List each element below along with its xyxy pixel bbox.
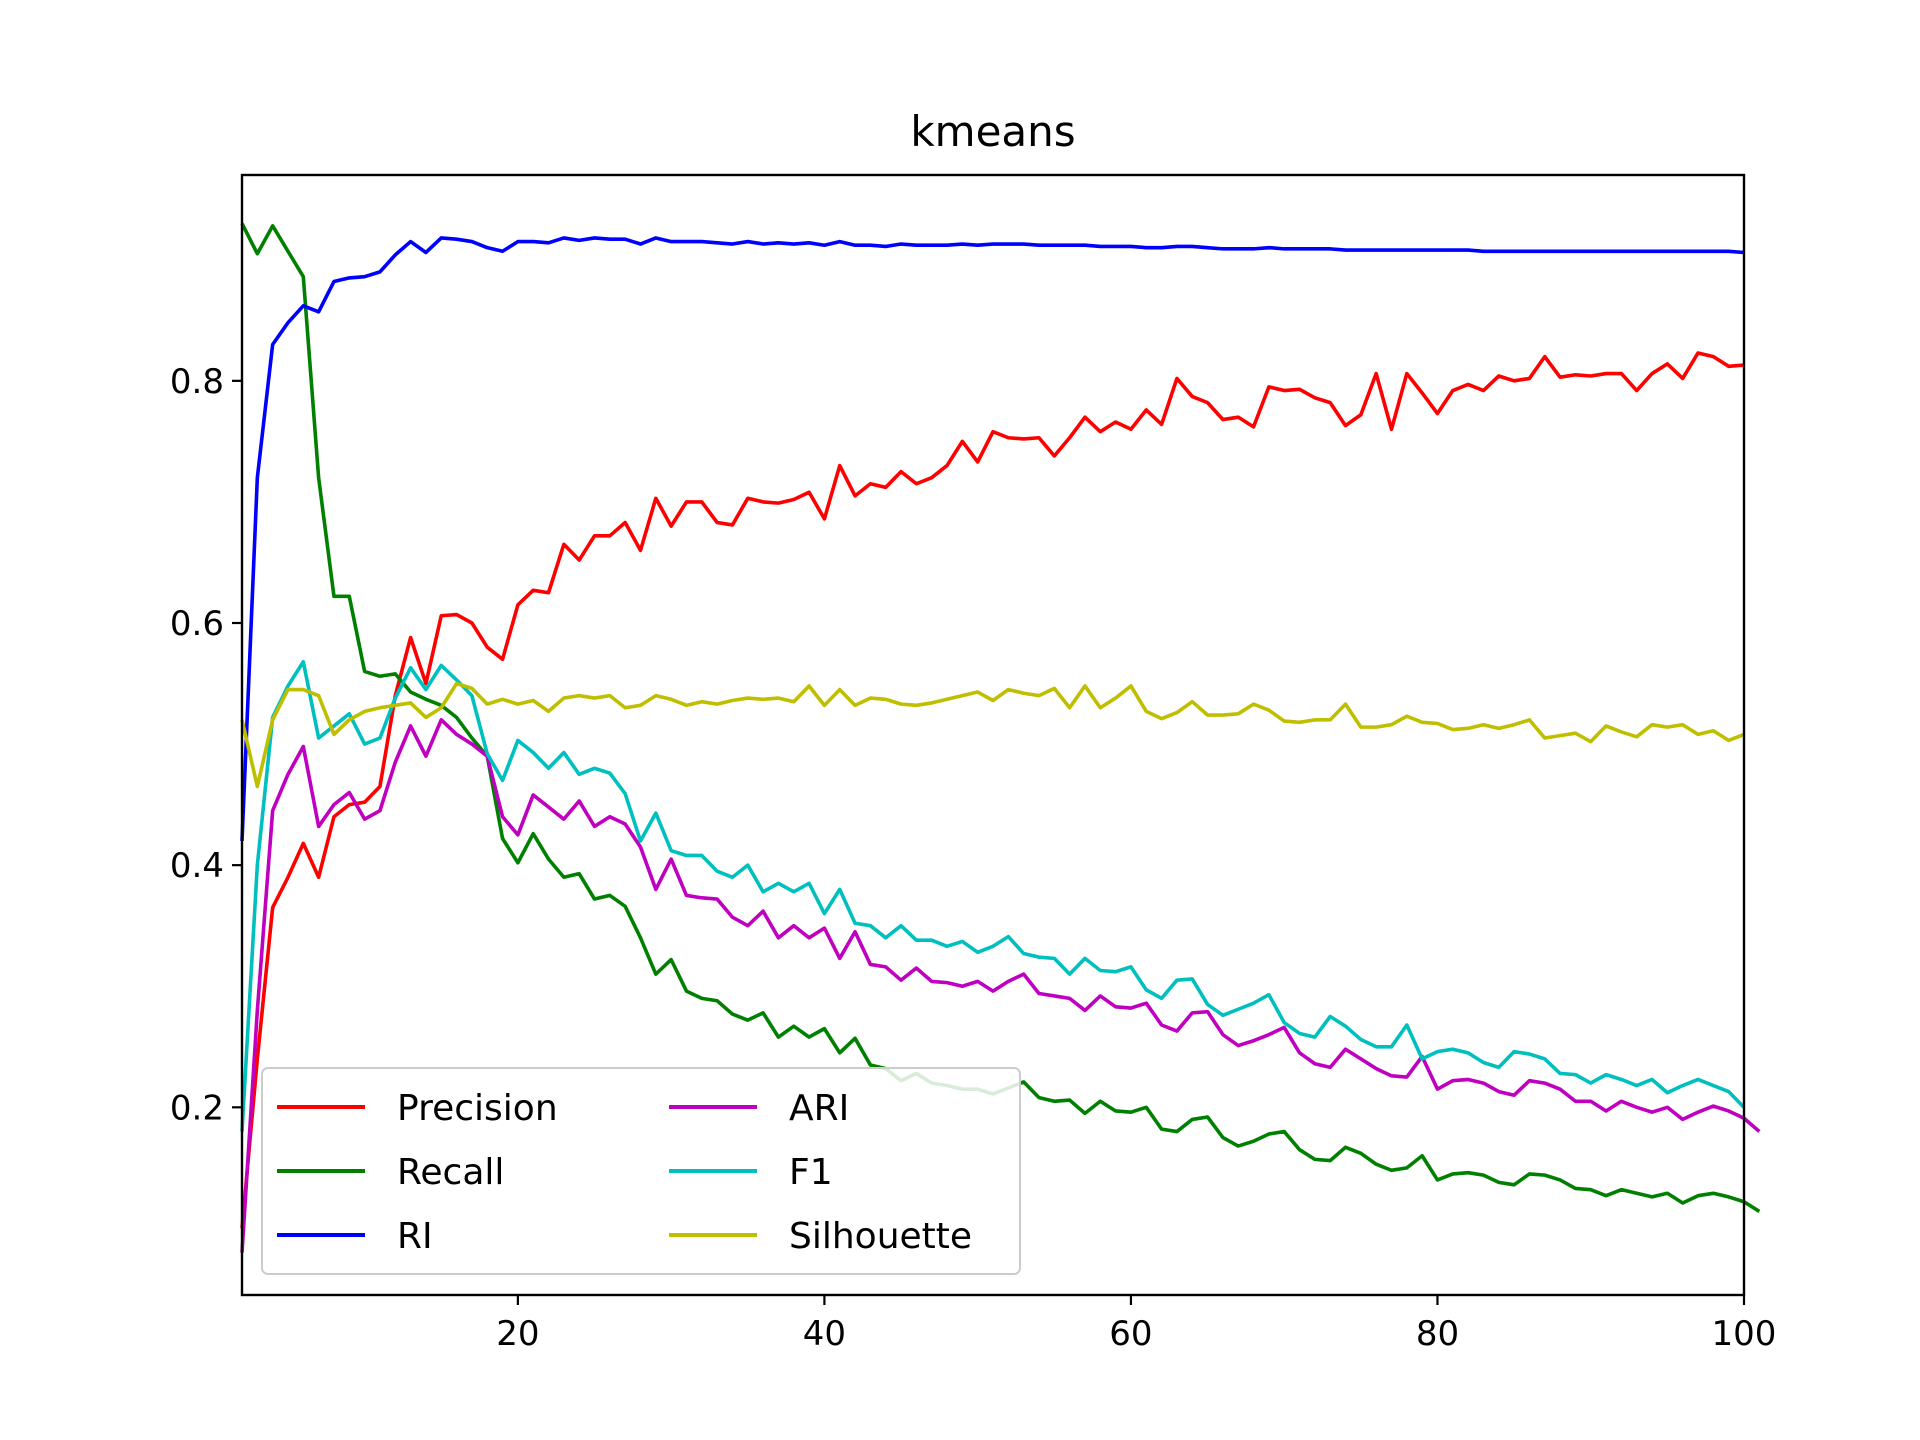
y-tick-label: 0.2 [170,1088,224,1128]
x-tick-label: 60 [1109,1314,1152,1354]
legend-label-f1: F1 [789,1152,833,1193]
y-axis: 0.2 0.4 0.6 0.8 [170,362,242,1128]
series-line-silhouette [240,681,1745,789]
legend-label-precision: Precision [397,1088,558,1129]
y-tick-label: 0.8 [170,362,224,402]
x-tick-label: 40 [803,1314,846,1354]
x-tick-label: 100 [1712,1314,1777,1354]
legend-label-ari: ARI [789,1088,849,1129]
series-line-ari [240,718,1761,1253]
legend-label-recall: Recall [397,1152,504,1193]
chart-title: kmeans [910,107,1075,156]
series-line-precision [240,351,1745,1229]
series-line-ri [240,236,1745,842]
series-line-f1 [240,659,1746,1132]
series-line-recall [240,222,1761,1213]
legend-label-silhouette: Silhouette [789,1216,972,1257]
y-tick-label: 0.4 [170,846,224,886]
legend-box [261,1067,1021,1275]
series-layer [240,222,1761,1253]
x-tick-label: 20 [496,1314,539,1354]
x-axis: 20 40 60 80 100 [496,1295,1776,1354]
plot-frame [240,173,1746,1297]
y-tick-label: 0.6 [170,604,224,644]
legend-label-ri: RI [397,1216,433,1257]
legend: Precision Recall RI ARI F1 Silhouette [261,1067,1021,1275]
x-tick-label: 80 [1416,1314,1459,1354]
